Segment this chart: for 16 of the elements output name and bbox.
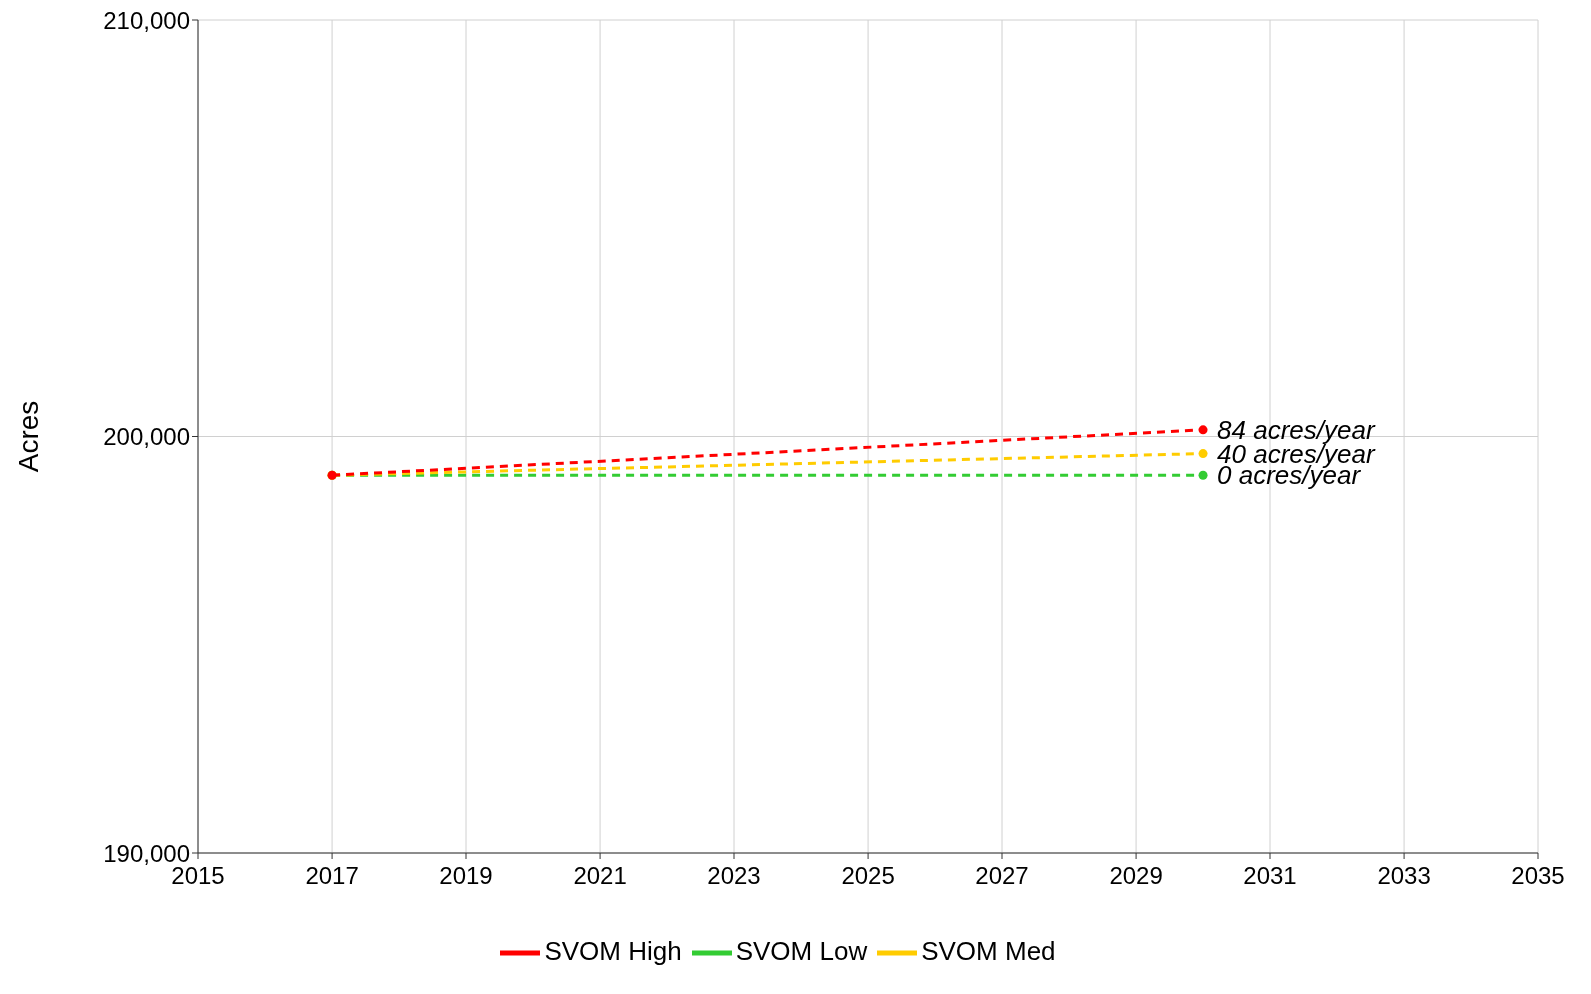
x-tick-label: 2031 <box>1243 862 1297 890</box>
legend-label: SVOM High <box>544 935 682 966</box>
x-tick-label: 2021 <box>573 862 627 890</box>
x-tick-label: 2033 <box>1377 862 1431 890</box>
y-tick-label: 200,000 <box>103 423 190 451</box>
y-tick-label: 210,000 <box>103 6 190 34</box>
legend-label: SVOM Med <box>921 935 1056 966</box>
x-tick-label: 2029 <box>1109 862 1163 890</box>
x-tick-label: 2025 <box>841 862 895 890</box>
x-tick-label: 2035 <box>1511 862 1565 890</box>
x-tick-label: 2017 <box>305 862 359 890</box>
x-tick-label: 2023 <box>707 862 761 890</box>
x-tick-label: 2019 <box>439 862 493 890</box>
x-tick-label: 2027 <box>975 862 1029 890</box>
y-axis-title: Acres <box>12 400 44 473</box>
legend-label: SVOM Low <box>735 935 868 966</box>
